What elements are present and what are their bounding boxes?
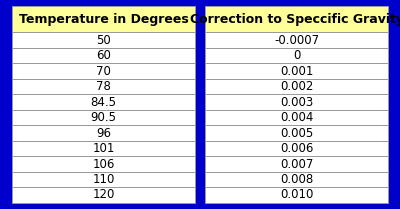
Bar: [12, 48, 195, 63]
Bar: [205, 110, 388, 125]
Text: 78: 78: [96, 80, 111, 93]
Bar: [12, 6, 195, 32]
Text: 50: 50: [96, 34, 111, 47]
Text: 101: 101: [92, 142, 115, 155]
Bar: [205, 6, 388, 32]
Bar: [205, 63, 388, 79]
Text: 0.008: 0.008: [280, 173, 313, 186]
Bar: [12, 110, 195, 125]
Text: 84.5: 84.5: [90, 96, 116, 109]
Bar: [12, 156, 195, 172]
Bar: [12, 94, 195, 110]
Text: 0.002: 0.002: [280, 80, 313, 93]
Bar: [205, 172, 388, 187]
Text: 0.010: 0.010: [280, 189, 313, 201]
Bar: [12, 172, 195, 187]
Text: Temperature in Degrees: Temperature in Degrees: [19, 13, 188, 26]
Bar: [205, 79, 388, 94]
Text: 110: 110: [92, 173, 115, 186]
Text: 90.5: 90.5: [90, 111, 116, 124]
Text: 0.004: 0.004: [280, 111, 313, 124]
Text: 96: 96: [96, 126, 111, 140]
Bar: [205, 32, 388, 48]
Bar: [205, 94, 388, 110]
Text: Correction to Speccific Gravity: Correction to Speccific Gravity: [190, 13, 400, 26]
Bar: [12, 125, 195, 141]
Text: 0.003: 0.003: [280, 96, 313, 109]
Bar: [205, 156, 388, 172]
Text: 0.001: 0.001: [280, 65, 313, 78]
Bar: [205, 187, 388, 203]
Text: 60: 60: [96, 49, 111, 62]
Bar: [205, 125, 388, 141]
Bar: [12, 141, 195, 156]
Text: 0.005: 0.005: [280, 126, 313, 140]
Text: -0.0007: -0.0007: [274, 34, 319, 47]
Text: 0: 0: [293, 49, 300, 62]
Text: 120: 120: [92, 189, 115, 201]
Text: 70: 70: [96, 65, 111, 78]
Bar: [12, 79, 195, 94]
Bar: [12, 187, 195, 203]
Bar: [205, 141, 388, 156]
Bar: [205, 48, 388, 63]
Text: 0.006: 0.006: [280, 142, 313, 155]
Text: 106: 106: [92, 158, 115, 171]
Text: 0.007: 0.007: [280, 158, 313, 171]
Bar: [12, 32, 195, 48]
Bar: [12, 63, 195, 79]
